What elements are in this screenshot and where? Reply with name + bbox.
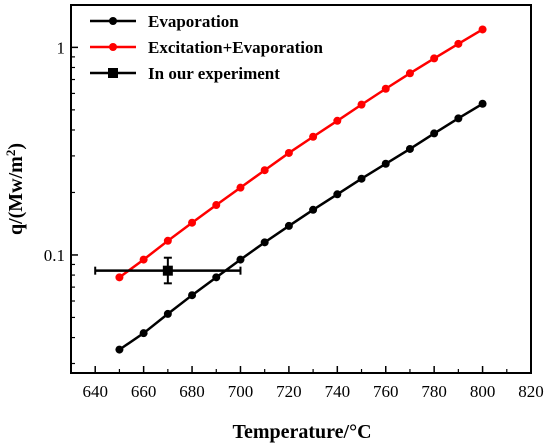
data-point: [430, 54, 439, 63]
data-point: [115, 273, 124, 282]
data-point: [188, 291, 197, 300]
x-tick-label: 820: [518, 382, 544, 401]
x-tick-label: 800: [470, 382, 496, 401]
legend: Evaporation Excitation+Evaporation In our …: [90, 12, 324, 83]
data-point: [405, 69, 414, 78]
data-point: [260, 238, 269, 247]
x-tick-label: 680: [179, 382, 205, 401]
x-tick-label: 660: [131, 382, 157, 401]
x-tick-label: 700: [228, 382, 254, 401]
y-axis-title: q/(Mw/m2): [3, 143, 27, 235]
data-point: [478, 25, 487, 34]
data-point: [260, 166, 269, 175]
x-tick-label: 760: [373, 382, 399, 401]
experiment-point: [162, 265, 173, 276]
legend-marker: [109, 43, 117, 51]
series-line: [118, 28, 484, 279]
series-1: [115, 25, 487, 282]
plot-frame: [70, 4, 532, 374]
legend-label: In our experiment: [148, 64, 280, 83]
x-tick-label: 780: [421, 382, 447, 401]
x-tick-label: 640: [82, 382, 108, 401]
data-point: [405, 144, 414, 153]
y-axis-title-close: ): [5, 143, 27, 150]
data-point: [284, 148, 293, 157]
data-point: [188, 218, 197, 227]
data-point: [212, 201, 221, 210]
data-point: [139, 329, 148, 338]
x-tick-label: 720: [276, 382, 302, 401]
data-point: [381, 159, 390, 168]
y-tick-label: 0.1: [44, 246, 65, 265]
data-point: [236, 255, 245, 264]
x-axis-title: Temperature/°C: [232, 421, 371, 443]
legend-item: Evaporation: [90, 12, 239, 31]
data-point: [478, 99, 487, 108]
x-tick-label: 740: [325, 382, 351, 401]
data-point: [163, 309, 172, 318]
data-point: [309, 205, 318, 214]
legend-marker: [108, 68, 118, 78]
data-point: [357, 174, 366, 183]
tick-marks: [71, 46, 532, 373]
legend-item: Excitation+Evaporation: [90, 38, 324, 57]
legend-label: Excitation+Evaporation: [148, 38, 324, 57]
data-point: [284, 221, 293, 230]
x-tick-labels: 640 660 680 700 720 740 760 780 800 820: [82, 382, 543, 401]
data-point: [333, 190, 342, 199]
legend-item: In our experiment: [90, 64, 280, 83]
y-axis-title-superscript: 2: [3, 150, 18, 157]
series-2: [94, 256, 242, 285]
series-layer: [94, 25, 487, 354]
series-line: [118, 102, 484, 351]
y-tick-labels: 0.11: [44, 38, 65, 265]
data-point: [333, 116, 342, 125]
data-point: [139, 255, 148, 264]
data-point: [454, 39, 463, 48]
data-point: [454, 114, 463, 123]
series-0: [115, 99, 487, 354]
legend-label: Evaporation: [148, 12, 239, 31]
data-point: [236, 183, 245, 192]
y-tick-label: 1: [57, 38, 66, 57]
data-point: [309, 132, 318, 141]
data-point: [212, 273, 221, 282]
data-point: [357, 100, 366, 109]
legend-marker: [109, 17, 117, 25]
data-point: [115, 345, 124, 354]
data-point: [430, 129, 439, 138]
x-axis-unit: °C: [349, 421, 371, 443]
data-point: [163, 236, 172, 245]
data-point: [381, 84, 390, 93]
